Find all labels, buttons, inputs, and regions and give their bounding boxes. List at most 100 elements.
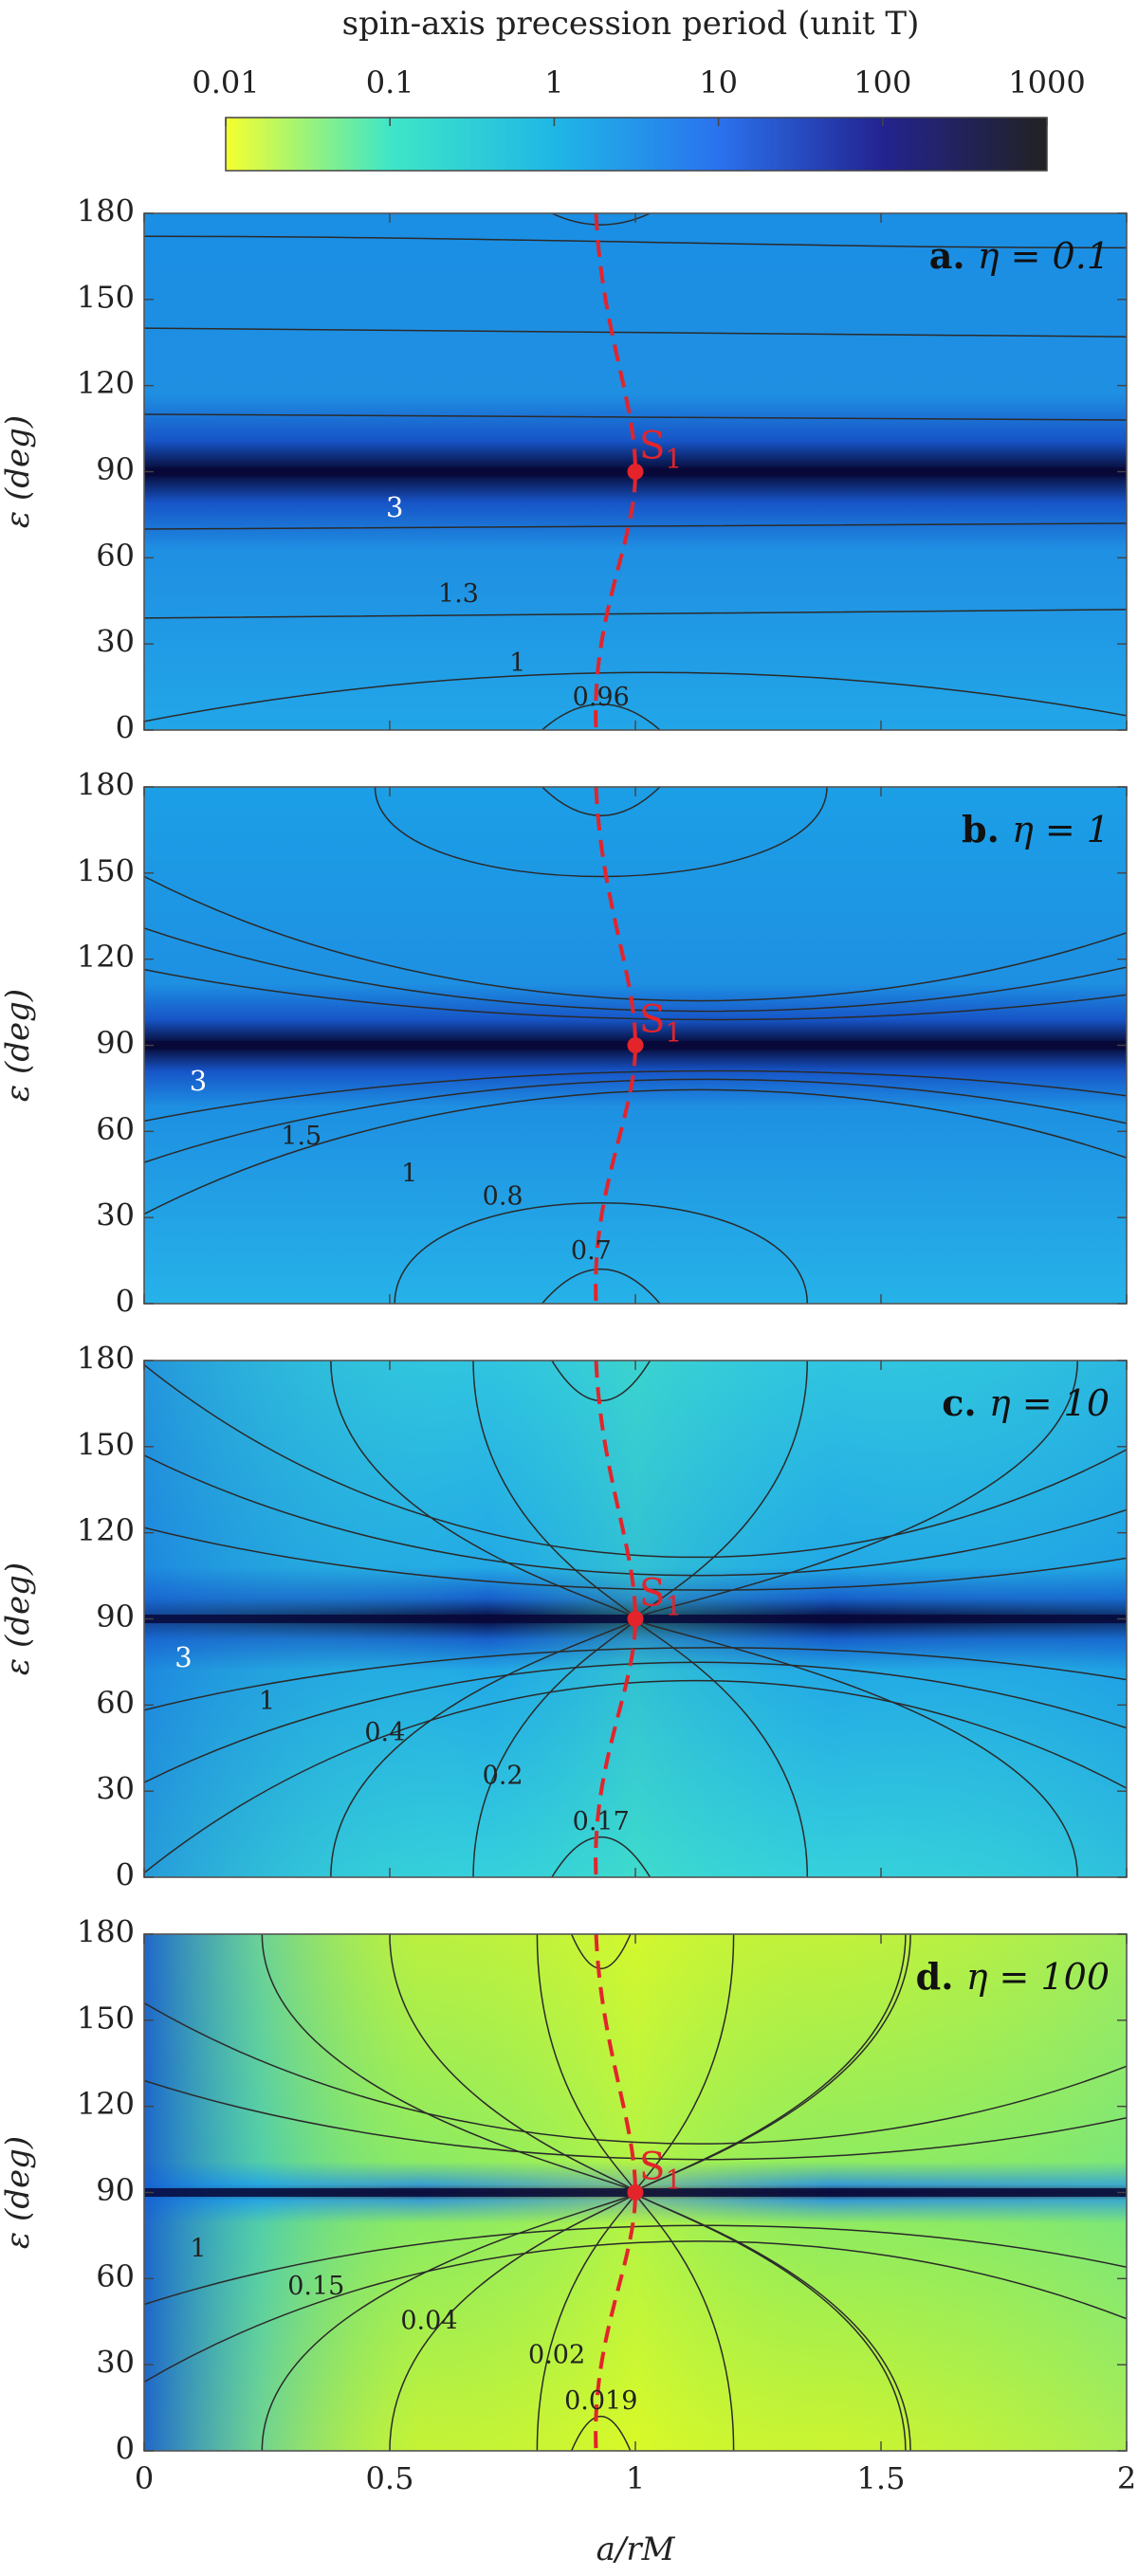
y-axis-label: ε (deg) — [0, 1562, 37, 1675]
y-axis-label: ε (deg) — [0, 415, 37, 528]
y-tick-label: 90 — [96, 451, 135, 487]
y-tick-label: 120 — [77, 365, 135, 401]
contour-label: 0.15 — [287, 2272, 344, 2301]
s1-point — [627, 1611, 644, 1627]
contour-label: 0.4 — [364, 1718, 405, 1747]
contour-line — [144, 875, 1127, 1002]
y-tick-label: 30 — [96, 1197, 135, 1233]
contour-label: 1 — [509, 649, 525, 678]
contour-label: 0.8 — [483, 1181, 523, 1211]
contour-label: 1.5 — [281, 1122, 321, 1151]
y-tick-label: 180 — [77, 1341, 135, 1377]
contour-line — [144, 1526, 1127, 1591]
contour-line — [541, 1269, 661, 1304]
y-tick-label: 150 — [77, 279, 135, 315]
contour-line — [144, 1363, 1127, 1559]
colorbar-tick-label: 100 — [854, 64, 911, 100]
x-tick-label: 0.5 — [366, 2460, 414, 2496]
contours — [144, 1361, 1127, 1877]
contour-line — [570, 2415, 632, 2451]
colorbar-tick-label: 0.01 — [192, 64, 259, 100]
contour-line — [541, 787, 661, 816]
contour-line — [144, 2002, 1127, 2145]
contour-label: 0.2 — [483, 1762, 523, 1791]
y-tick-label: 120 — [77, 1512, 135, 1548]
contour-line — [551, 213, 651, 226]
contour-line — [551, 1836, 652, 1877]
colorbar-ticks: 0.01 0.1 1 10 100 1000 — [192, 64, 1086, 126]
contour-line — [570, 1934, 632, 1970]
colorbar: spin-axis precession period (unit T) 0.0… — [192, 5, 1086, 172]
contour-label: 1.3 — [438, 579, 479, 609]
panel-c: 3 1 0.4 0.2 0.17 S1 0 30 60 90 120 150 180 ε (deg) c. … — [0, 1341, 1128, 1893]
contour-line — [144, 1078, 1127, 1163]
s1-point — [627, 464, 644, 480]
ridge-curve — [594, 787, 638, 1304]
contour-label: 1 — [190, 2235, 206, 2264]
contour-line — [374, 787, 828, 878]
y-tick-label: 30 — [96, 2345, 135, 2381]
contour-line — [144, 522, 1127, 530]
panel-title: b. η = 1 — [962, 808, 1110, 850]
y-tick-label: 30 — [96, 624, 135, 660]
x-axis-label: a/rM — [597, 2530, 676, 2568]
s1-point — [627, 2184, 644, 2201]
contours — [144, 787, 1127, 1304]
contour-line — [144, 1679, 1127, 1874]
y-tick-label: 120 — [77, 939, 135, 975]
contour-line — [144, 1647, 1127, 1711]
panel-b: 3 1.5 1 0.8 0.7 S1 0 30 60 90 120 150 180 ε (deg) b. η… — [0, 767, 1128, 1320]
ridge-curve — [594, 1361, 638, 1877]
contour-label: 3 — [174, 1641, 192, 1673]
y-tick-label: 150 — [77, 1426, 135, 1462]
panel-d: 1 0.15 0.04 0.02 0.019 S1 0 30 60 90 120 150 180 0 0.5… — [0, 1914, 1136, 2497]
colorbar-tick-label: 1000 — [1008, 64, 1085, 100]
y-tick-label: 60 — [96, 1111, 135, 1147]
contour-line — [144, 235, 1127, 249]
contour-line — [541, 703, 661, 730]
contour-label: 0.019 — [564, 2386, 637, 2416]
contour-line — [144, 968, 1127, 1021]
contour-line — [144, 2240, 1127, 2383]
contour-line — [144, 1661, 1127, 1783]
contour-line — [144, 413, 1127, 421]
panel-title: d. η = 100 — [916, 1955, 1110, 1998]
y-tick-label: 180 — [77, 1914, 135, 1950]
s1-point — [627, 1037, 644, 1053]
y-tick-label: 150 — [77, 852, 135, 888]
contour-line — [144, 671, 1127, 722]
y-tick-label: 120 — [77, 2086, 135, 2122]
contour-label: 0.02 — [528, 2341, 585, 2370]
contour-line — [144, 1088, 1127, 1215]
contour-label: 1 — [259, 1687, 275, 1716]
s1-label: S1 — [639, 998, 682, 1049]
contour-label: 3 — [386, 491, 403, 523]
x-tick-label: 1.5 — [857, 2460, 906, 2496]
y-tick-label: 0 — [116, 2431, 135, 2467]
contour-label: 3 — [190, 1065, 207, 1097]
s1-label: S1 — [639, 425, 682, 475]
x-tick-label: 1 — [626, 2460, 645, 2496]
y-tick-label: 90 — [96, 1599, 135, 1635]
y-tick-label: 90 — [96, 1025, 135, 1061]
contour-line — [551, 1361, 652, 1401]
panel-title: c. η = 10 — [942, 1381, 1110, 1424]
y-axis-label: ε (deg) — [0, 2136, 37, 2249]
y-tick-label: 60 — [96, 2258, 135, 2294]
contour-label: 0.7 — [571, 1236, 612, 1266]
y-axis-label: ε (deg) — [0, 989, 37, 1102]
contour-line — [144, 1069, 1127, 1123]
y-tick-label: 60 — [96, 1685, 135, 1721]
contour-line — [144, 1454, 1127, 1577]
contour-label: 1 — [401, 1159, 417, 1188]
contour-label: 0.96 — [573, 683, 630, 712]
ridge-curve — [594, 213, 638, 730]
colorbar-tick-label: 10 — [699, 64, 738, 100]
ridge-curve — [594, 1934, 638, 2451]
x-tick-label: 0 — [135, 2460, 154, 2496]
colorbar-gradient — [225, 117, 1048, 172]
y-tick-label: 90 — [96, 2172, 135, 2208]
y-tick-label: 60 — [96, 538, 135, 574]
x-tick-label: 2 — [1117, 2460, 1136, 2496]
colorbar-title: spin-axis precession period (unit T) — [342, 5, 920, 43]
